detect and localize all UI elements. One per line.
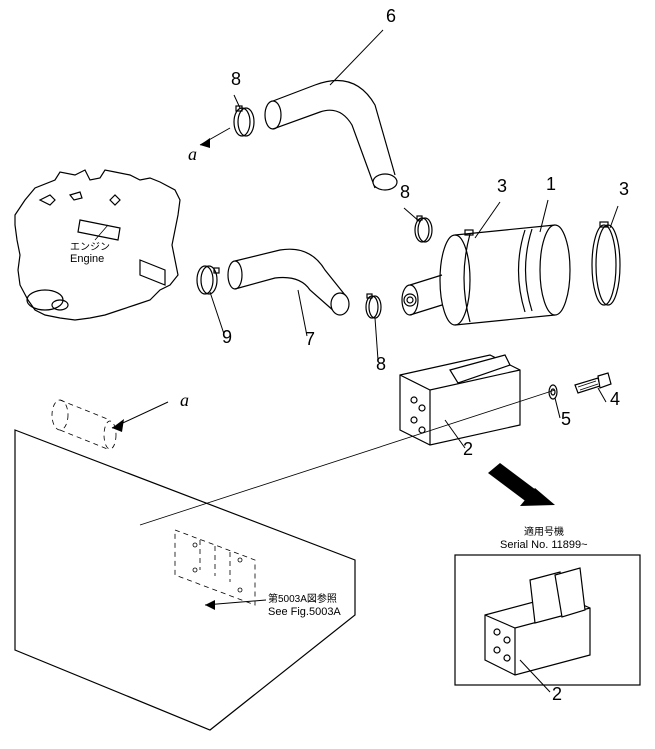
hose-7 [228,249,349,315]
pipe-stub-a [52,400,116,450]
a-upper: a [188,144,197,164]
callout-3a: 3 [497,176,507,196]
callout-2b: 2 [552,684,562,704]
washer-5 [549,385,557,399]
diagram-root: エンジン Engine a a 第5003A図参照 See Fig.5003A … [0,0,655,749]
serial-en: Serial No. 11899~ [500,539,588,551]
inset-box [455,555,640,685]
see-fig-jp: 第5003A図参照 [268,592,337,605]
hose-6 [265,81,397,191]
engine-label-jp: エンジン [70,242,110,253]
air-cleaner-body [402,225,570,325]
bracket-2-main [400,355,520,445]
callout-6: 6 [386,6,396,26]
engine-label-en: Engine [70,253,104,265]
callout-9: 9 [222,327,232,347]
callout-8a: 8 [231,69,241,89]
callout-5: 5 [561,409,571,429]
callout-2a: 2 [463,439,473,459]
clamp-9 [197,266,219,294]
clamp-8-lower [366,294,381,318]
callout-3b: 3 [619,179,629,199]
callout-8c: 8 [376,354,386,374]
callout-1: 1 [546,174,556,194]
inset-arrow [488,463,555,506]
see-fig-en: See Fig.5003A [268,606,341,618]
callout-4: 4 [610,389,620,409]
panel-body [15,430,355,730]
clamp-8-upper [234,106,254,136]
callout-8b: 8 [400,182,410,202]
bolt-4 [575,373,611,393]
cap-3 [592,222,620,305]
a-lower: a [180,390,189,410]
callout-7: 7 [305,329,315,349]
serial-jp: 適用号機 [524,525,564,538]
